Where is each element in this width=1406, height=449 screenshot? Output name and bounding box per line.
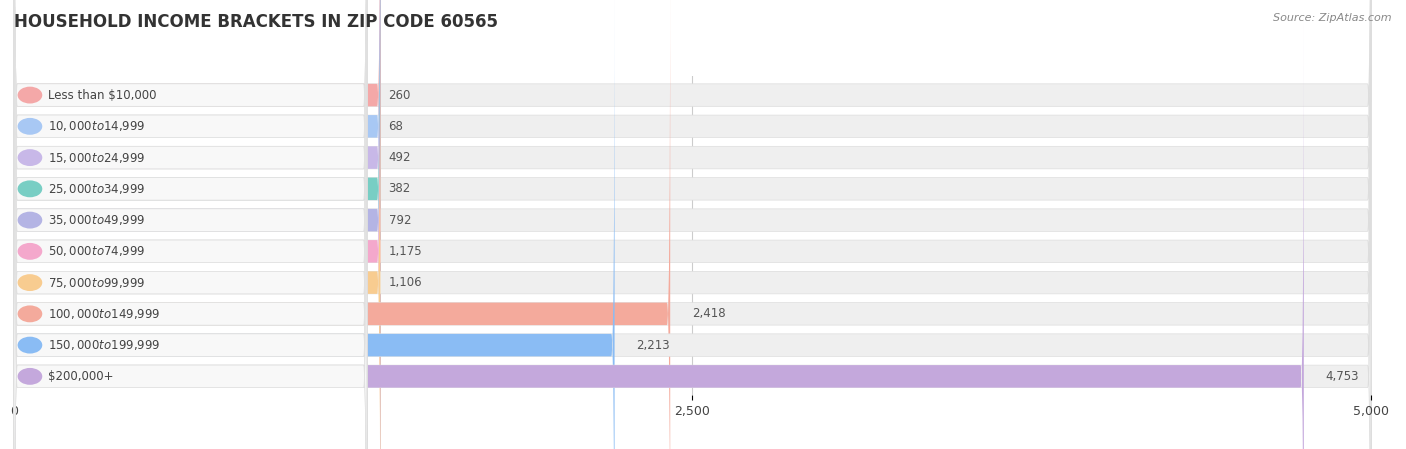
Ellipse shape <box>18 243 42 260</box>
FancyBboxPatch shape <box>14 0 671 449</box>
FancyBboxPatch shape <box>14 0 1371 449</box>
Ellipse shape <box>18 149 42 166</box>
Text: 2,213: 2,213 <box>637 339 669 352</box>
Ellipse shape <box>18 337 42 353</box>
FancyBboxPatch shape <box>14 0 1371 449</box>
FancyBboxPatch shape <box>14 0 367 449</box>
FancyBboxPatch shape <box>14 13 1371 449</box>
FancyBboxPatch shape <box>14 0 367 449</box>
Ellipse shape <box>18 305 42 322</box>
FancyBboxPatch shape <box>14 0 367 449</box>
Text: $150,000 to $199,999: $150,000 to $199,999 <box>48 338 160 352</box>
FancyBboxPatch shape <box>14 0 367 449</box>
FancyBboxPatch shape <box>14 13 1303 449</box>
FancyBboxPatch shape <box>14 0 1371 449</box>
FancyBboxPatch shape <box>14 0 381 449</box>
FancyBboxPatch shape <box>14 13 367 449</box>
FancyBboxPatch shape <box>14 0 381 449</box>
FancyBboxPatch shape <box>14 0 1371 449</box>
FancyBboxPatch shape <box>14 0 367 449</box>
Text: 260: 260 <box>388 88 411 101</box>
FancyBboxPatch shape <box>14 0 381 449</box>
FancyBboxPatch shape <box>14 0 367 449</box>
FancyBboxPatch shape <box>14 0 367 449</box>
Text: HOUSEHOLD INCOME BRACKETS IN ZIP CODE 60565: HOUSEHOLD INCOME BRACKETS IN ZIP CODE 60… <box>14 13 498 31</box>
FancyBboxPatch shape <box>14 0 367 449</box>
Text: 1,106: 1,106 <box>388 276 422 289</box>
Ellipse shape <box>18 368 42 385</box>
FancyBboxPatch shape <box>14 0 367 449</box>
Text: 2,418: 2,418 <box>692 308 725 320</box>
FancyBboxPatch shape <box>14 0 367 449</box>
Text: 492: 492 <box>388 151 411 164</box>
FancyBboxPatch shape <box>14 0 614 449</box>
Ellipse shape <box>18 274 42 291</box>
FancyBboxPatch shape <box>14 0 367 449</box>
FancyBboxPatch shape <box>14 0 381 449</box>
FancyBboxPatch shape <box>14 0 381 449</box>
Text: $200,000+: $200,000+ <box>48 370 112 383</box>
FancyBboxPatch shape <box>14 0 1371 449</box>
Text: $100,000 to $149,999: $100,000 to $149,999 <box>48 307 160 321</box>
Text: 1,175: 1,175 <box>388 245 422 258</box>
FancyBboxPatch shape <box>14 0 1371 449</box>
Text: Less than $10,000: Less than $10,000 <box>48 88 156 101</box>
Text: 68: 68 <box>388 120 404 133</box>
FancyBboxPatch shape <box>14 0 1371 449</box>
Text: $35,000 to $49,999: $35,000 to $49,999 <box>48 213 145 227</box>
Ellipse shape <box>18 211 42 229</box>
Text: $25,000 to $34,999: $25,000 to $34,999 <box>48 182 145 196</box>
FancyBboxPatch shape <box>14 0 367 449</box>
Text: $15,000 to $24,999: $15,000 to $24,999 <box>48 150 145 165</box>
FancyBboxPatch shape <box>14 0 367 449</box>
Ellipse shape <box>18 180 42 197</box>
FancyBboxPatch shape <box>14 0 367 449</box>
FancyBboxPatch shape <box>14 0 367 449</box>
FancyBboxPatch shape <box>14 13 367 449</box>
FancyBboxPatch shape <box>14 0 1371 449</box>
Ellipse shape <box>18 87 42 104</box>
Text: $10,000 to $14,999: $10,000 to $14,999 <box>48 119 145 133</box>
FancyBboxPatch shape <box>14 0 367 449</box>
Text: Source: ZipAtlas.com: Source: ZipAtlas.com <box>1274 13 1392 23</box>
Text: 382: 382 <box>388 182 411 195</box>
Text: $75,000 to $99,999: $75,000 to $99,999 <box>48 276 145 290</box>
FancyBboxPatch shape <box>14 0 381 449</box>
FancyBboxPatch shape <box>14 0 367 449</box>
FancyBboxPatch shape <box>14 0 381 449</box>
FancyBboxPatch shape <box>14 0 367 449</box>
Ellipse shape <box>18 118 42 135</box>
FancyBboxPatch shape <box>14 0 1371 449</box>
Text: 4,753: 4,753 <box>1326 370 1360 383</box>
Text: 792: 792 <box>388 214 411 227</box>
Text: $50,000 to $74,999: $50,000 to $74,999 <box>48 244 145 258</box>
